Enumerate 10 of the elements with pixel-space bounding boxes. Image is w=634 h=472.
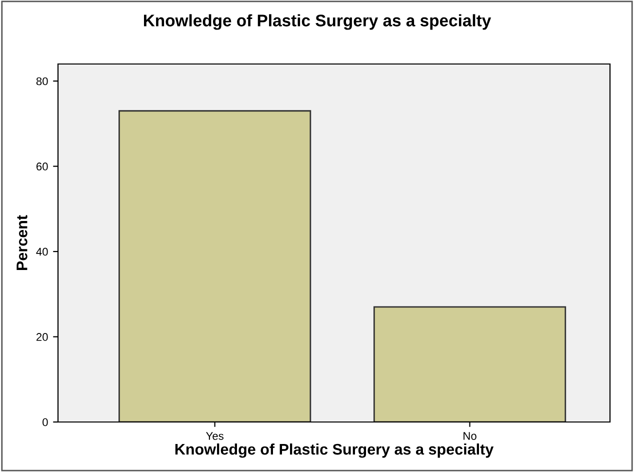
y-tick-label: 0 [42,418,48,426]
y-tick-label: 20 [36,333,48,341]
x-tick-label: Yes [206,432,224,440]
y-axis-title: Percent [16,215,28,270]
y-tick-label: 80 [36,77,48,86]
chart-title: Knowledge of Plastic Surgery as a specialty [144,14,492,30]
x-axis-title: Knowledge of Plastic Surgery as a specialty [175,443,494,458]
y-tick-label: 40 [36,248,48,256]
y-tick-label: 60 [36,162,48,170]
x-tick-label: No [464,432,476,440]
